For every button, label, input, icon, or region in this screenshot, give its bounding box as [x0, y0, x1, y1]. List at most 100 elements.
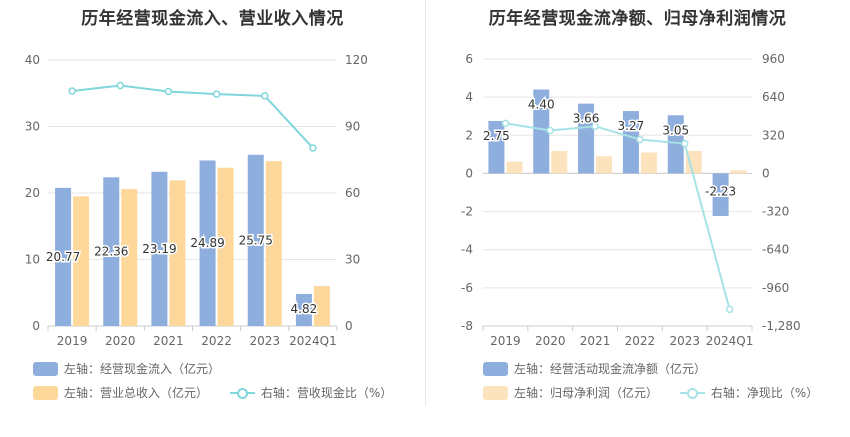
y-axis-left-tick-label: 4: [465, 90, 473, 104]
y-axis-right-tick-label: 30: [345, 253, 360, 267]
legend-item-net-cashflow[interactable]: 左轴：经营活动现金流净额（亿元）: [483, 360, 706, 377]
bar-secondary: [640, 152, 657, 174]
x-axis-tick-label: 2020: [105, 334, 136, 348]
x-axis-tick-label: 2023: [669, 334, 700, 348]
legend-swatch: [33, 385, 58, 400]
chart-title: 历年经营现金流入、营业收入情况: [81, 9, 344, 29]
bar-primary: [295, 293, 312, 326]
bar-secondary: [596, 156, 613, 174]
y-axis-right-tick-label: -1,280: [762, 319, 801, 333]
legend-item-net-cash-ratio[interactable]: 右轴：净现比（%）: [679, 384, 819, 401]
y-axis-left-tick-label: 10: [25, 253, 40, 267]
x-axis-tick-label: 2020: [535, 334, 566, 348]
bar-primary: [103, 177, 120, 326]
legend-swatch: [483, 385, 508, 400]
bar-primary: [533, 89, 550, 174]
chart-svg-cashflow-inflow: 0 10 20 30 40 0 30 60 90 120 2019 2020 2021 2022 2023 2…: [25, 53, 368, 348]
line-point: [591, 122, 599, 131]
bar-primary: [55, 187, 72, 326]
bar-secondary: [506, 161, 523, 174]
chart-svg-net-cashflow: -8 -6 -4 -2 0 2 4 6 -1,280 -960 -640 -320 0 320 640 960…: [461, 52, 801, 348]
bar-data-label: 23.19: [142, 242, 176, 256]
x-axis-tick-label: 2019: [490, 334, 521, 348]
legend-item-cash-inflow[interactable]: 左轴：经营现金流入（亿元）: [33, 360, 220, 377]
legend-label: 右轴：净现比（%）: [710, 386, 819, 400]
y-axis-left-tick-label: -2: [461, 205, 473, 219]
legend-swatch: [33, 361, 58, 376]
y-axis-left-tick-label: -6: [461, 281, 473, 295]
x-axis-tick-label: 2022: [201, 334, 232, 348]
legend-swatch: [483, 361, 508, 376]
bar-data-label: 3.27: [618, 119, 645, 133]
legend-row-2: 左轴：营业总收入（亿元） 右轴：营收现金比（%）: [33, 384, 410, 403]
bar-secondary: [551, 150, 568, 174]
line-point: [681, 139, 689, 148]
bar-data-label: -2.23: [705, 184, 736, 198]
y-axis-left-tick-label: 30: [25, 120, 40, 134]
line-point: [164, 87, 173, 96]
legend-item-cash-ratio[interactable]: 右轴：营收现金比（%）: [229, 384, 393, 401]
legend-label: 左轴：归母净利润（亿元）: [514, 386, 659, 400]
bar-primary: [578, 103, 595, 174]
x-axis-tick-label: 2024Q1: [706, 334, 754, 348]
bar-data-label: 25.75: [239, 233, 273, 247]
y-axis-right-tick-label: -320: [762, 205, 789, 219]
y-axis-left-tick-label: -4: [461, 243, 473, 257]
x-axis-tick-label: 2022: [625, 334, 656, 348]
x-axis-tick-label: 2023: [249, 334, 280, 348]
legend-item-net-profit[interactable]: 左轴：归母净利润（亿元）: [483, 384, 658, 401]
y-axis-right-tick-label: -640: [762, 243, 789, 257]
y-axis-right-tick-label: -960: [762, 281, 789, 295]
bar-primary: [199, 160, 216, 326]
x-axis-tick-label: 2021: [580, 334, 611, 348]
legend-label: 左轴：经营活动现金流净额（亿元）: [514, 362, 707, 376]
bar-secondary: [121, 189, 138, 326]
bar-primary: [488, 120, 505, 174]
bar-data-label: 2.75: [483, 129, 510, 143]
bar-data-label: 20.77: [46, 250, 80, 264]
bar-data-label: 3.66: [573, 112, 600, 126]
y-axis-right-tick-label: 640: [762, 90, 785, 104]
y-axis-left-tick-label: 20: [25, 186, 40, 200]
y-axis-left-tick-label: -8: [461, 319, 473, 333]
bar-data-label: 4.82: [291, 302, 318, 316]
line-point: [636, 135, 644, 144]
bar-data-label: 22.36: [94, 245, 128, 259]
legend-item-revenue[interactable]: 左轴：营业总收入（亿元）: [33, 384, 208, 401]
legend-label: 右轴：营收现金比（%）: [260, 386, 393, 400]
y-axis-right-tick-label: 120: [345, 53, 368, 67]
bar-primary: [712, 173, 729, 216]
line-point: [725, 305, 734, 314]
legend-line-icon: [679, 386, 705, 400]
bar-secondary: [313, 286, 330, 326]
y-axis-left-tick-label: 6: [465, 52, 473, 66]
chart-panel-cashflow-inflow: 历年经营现金流入、营业收入情况 0 10 20 30 40 0 30 60 90 120 2019 2…: [25, 9, 410, 403]
bar-secondary: [73, 196, 90, 326]
y-axis-right-tick-label: 0: [762, 166, 770, 180]
y-axis-right-tick-label: 90: [345, 120, 360, 134]
bar-primary: [667, 115, 684, 174]
y-axis-right-tick-label: 0: [345, 319, 353, 333]
bar-secondary: [685, 150, 702, 174]
series-line: [71, 84, 314, 149]
y-axis-right-tick-label: 320: [762, 128, 785, 142]
x-axis-tick-label: 2024Q1: [289, 334, 337, 348]
line-point: [546, 126, 554, 135]
bar-primary: [622, 111, 639, 174]
line-point: [68, 87, 76, 95]
bar-primary: [247, 154, 264, 326]
bar-secondary: [265, 161, 282, 326]
line-point: [212, 90, 221, 98]
y-axis-right-tick-label: 960: [762, 52, 785, 66]
chart-title: 历年经营现金流净额、归母净利润情况: [488, 9, 787, 29]
x-axis-tick-label: 2021: [153, 334, 184, 348]
bar-secondary: [217, 167, 234, 326]
legend-row-2: 左轴：归母净利润（亿元） 右轴：净现比（%）: [483, 384, 836, 403]
y-axis-left-tick-label: 40: [25, 53, 40, 67]
legend-row-1: 左轴：经营现金流入（亿元）: [33, 360, 238, 379]
legend-line-icon: [229, 386, 255, 400]
bar-secondary: [169, 180, 186, 326]
legend-label: 左轴：营业总收入（亿元）: [64, 386, 209, 400]
legend-label: 左轴：经营现金流入（亿元）: [64, 362, 221, 376]
line-point: [116, 81, 124, 90]
